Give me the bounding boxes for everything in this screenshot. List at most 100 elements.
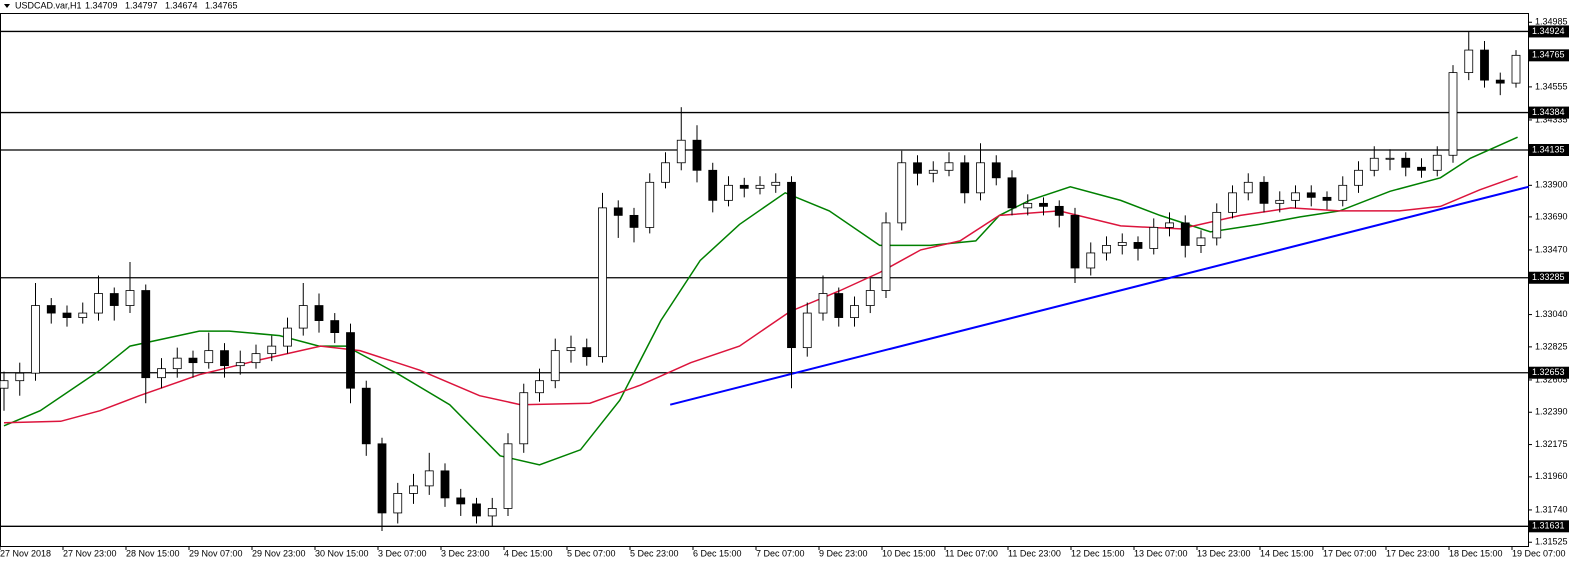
candle-body [850, 305, 859, 318]
candle-body [1495, 79, 1505, 84]
candle-body [787, 181, 796, 349]
x-tick-label: 3 Dec 23:00 [441, 548, 490, 558]
candle-body [346, 332, 355, 389]
candle-body [1102, 245, 1111, 254]
candle-body [897, 162, 907, 224]
header-value: 1.34709 [85, 0, 118, 10]
x-tick-label: 29 Nov 23:00 [252, 548, 306, 558]
x-tick-label: 17 Dec 23:00 [1386, 548, 1440, 558]
candle-body [519, 392, 529, 445]
x-tick-label: 5 Dec 07:00 [567, 548, 616, 558]
candle-body [1385, 157, 1395, 160]
candle-body [566, 347, 576, 352]
candle-body [1480, 49, 1489, 81]
candle-body [235, 362, 245, 367]
candle-body [629, 214, 639, 228]
candle-body [739, 184, 749, 189]
y-tick-label: 1.32390 [1535, 407, 1568, 417]
candle-body [1086, 252, 1096, 269]
x-tick-label: 7 Dec 07:00 [756, 548, 805, 558]
header-value: 1.34674 [165, 0, 198, 10]
candle-body [456, 497, 466, 505]
candle-body [802, 312, 812, 349]
x-tick-label: 4 Dec 15:00 [504, 548, 553, 558]
candle-body [46, 305, 56, 314]
candle-body [1023, 202, 1033, 209]
candle-body [881, 222, 891, 291]
x-tick-label: 11 Dec 07:00 [945, 548, 998, 558]
candle-body [1007, 177, 1017, 209]
y-tick-label: 1.33040 [1535, 309, 1568, 319]
candle-body [220, 350, 229, 367]
candle-body [125, 290, 135, 306]
candle-body [818, 293, 828, 314]
level-label-box [1529, 271, 1569, 284]
candle-body [976, 162, 985, 194]
candle-body [1070, 214, 1080, 269]
y-tick-label: 1.31960 [1535, 471, 1568, 481]
x-tick-label: 9 Dec 23:00 [819, 548, 868, 558]
candle-body [141, 290, 151, 379]
candle-body [361, 387, 371, 445]
candle-body [692, 139, 702, 171]
candle-body [393, 493, 403, 514]
x-tick-label: 17 Dec 07:00 [1323, 548, 1377, 558]
level-label: 1.34135 [1532, 144, 1565, 154]
symbol-title: USDCAD.var,H1 [15, 0, 82, 10]
level-label: 1.32653 [1532, 367, 1565, 377]
candle-body [755, 184, 765, 189]
x-tick-label: 19 Dec 07:00 [1512, 548, 1566, 558]
y-tick-label: 1.34555 [1535, 81, 1568, 91]
y-tick-label: 1.34985 [1535, 17, 1568, 27]
candle-body [1117, 242, 1127, 246]
header-value: 1.34765 [205, 0, 238, 10]
candle-body [109, 293, 119, 306]
candle-body [1196, 237, 1206, 246]
level-label: 1.34384 [1532, 107, 1565, 117]
candle-body [865, 290, 875, 306]
candle-body [913, 162, 922, 174]
candle-body [1054, 205, 1064, 216]
candle-body [1401, 157, 1411, 168]
y-tick-label: 1.34335 [1535, 114, 1568, 124]
candle-body [1149, 227, 1159, 249]
candle-body [613, 207, 623, 216]
level-label: 1.34924 [1532, 26, 1565, 36]
candle-body [834, 293, 844, 318]
candle-body [472, 503, 481, 517]
candle-body [62, 312, 72, 318]
candle-body [1306, 192, 1316, 198]
x-tick-label: 12 Dec 15:00 [1071, 548, 1125, 558]
candle-body [377, 443, 387, 514]
y-tick-label: 1.33690 [1535, 211, 1568, 221]
candle-body [1511, 54, 1521, 84]
x-tick-label: 29 Nov 07:00 [189, 548, 243, 558]
level-label-box [1529, 25, 1569, 38]
current-price-box [1529, 49, 1569, 62]
candle-body [330, 320, 340, 333]
y-tick-label: 1.32825 [1535, 341, 1568, 351]
y-tick-label: 1.31525 [1535, 537, 1568, 547]
x-tick-label: 11 Dec 23:00 [1008, 548, 1061, 558]
candle-body [1039, 202, 1048, 207]
candle-body [1180, 222, 1190, 246]
level-label-box [1529, 366, 1569, 379]
y-tick-label: 1.33900 [1535, 180, 1568, 190]
candle-body [424, 470, 434, 487]
header-value: 1.34797 [125, 0, 158, 10]
candle-body [1165, 222, 1174, 228]
candle-body [1322, 196, 1332, 201]
menu-arrow[interactable] [4, 4, 10, 8]
candle-body [267, 345, 277, 355]
candle-body [550, 350, 560, 382]
level-label-box [1529, 106, 1569, 119]
candle-body [283, 327, 292, 347]
candle-body [1464, 49, 1474, 74]
candle-body [645, 181, 655, 228]
candle-body [771, 181, 781, 186]
indicator-line [669, 185, 1529, 406]
x-tick-label: 18 Dec 15:00 [1449, 548, 1503, 558]
candle-body [991, 162, 1001, 179]
candle-body [1259, 181, 1269, 204]
candle-body [0, 380, 9, 389]
